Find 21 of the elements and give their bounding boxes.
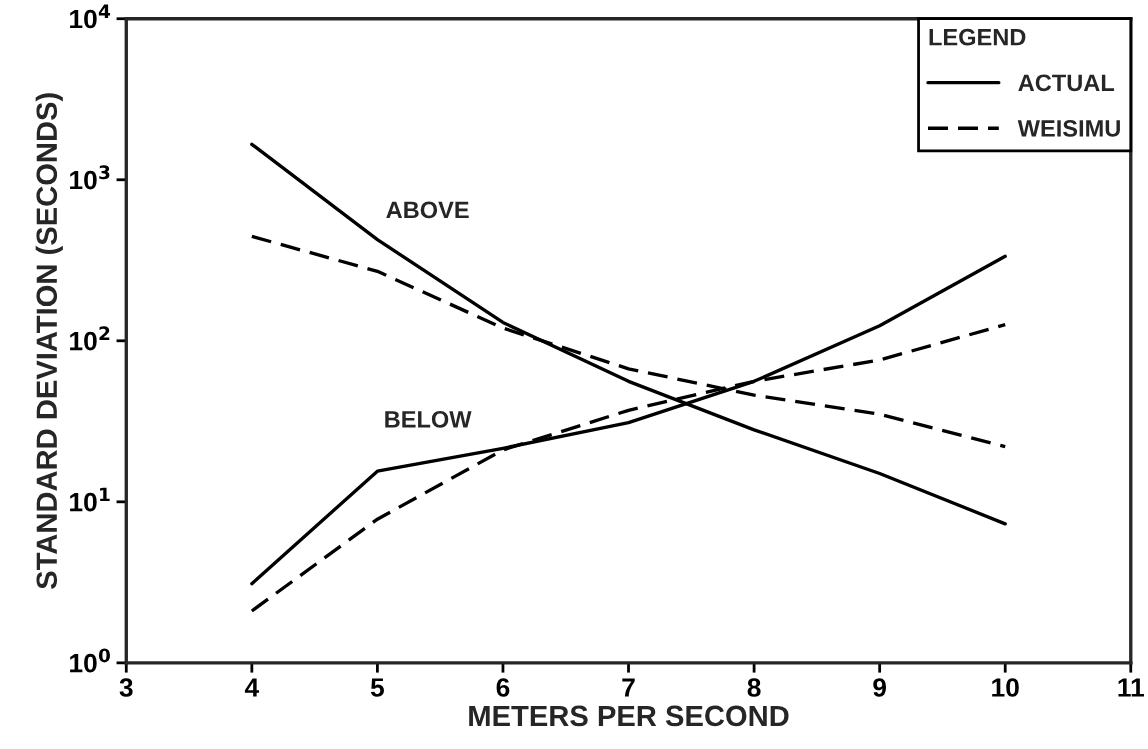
x-tick-label: 3 <box>119 678 133 697</box>
annotation: BELOW <box>385 410 472 428</box>
y-tick-label: 10$^{0}$ <box>70 648 110 673</box>
x-tick-label: 9 <box>873 678 887 697</box>
x-tick-label: 6 <box>496 678 510 697</box>
x-tick-label: 11 <box>1118 678 1144 697</box>
x-tick-label: 7 <box>622 678 635 697</box>
legend-label: WEISIMU <box>1017 120 1120 137</box>
y-tick-label: 10$^{2}$ <box>70 326 110 351</box>
x-tick-label: 5 <box>370 678 385 697</box>
y-axis-title: STANDARD DEVIATION (SECONDS) <box>35 93 63 589</box>
x-tick-label: 10 <box>992 678 1019 697</box>
legend-title: LEGEND <box>929 28 1026 46</box>
y-tick-label: 10$^{3}$ <box>70 165 110 190</box>
x-tick-label: 4 <box>244 678 260 697</box>
x-tick-label: 8 <box>747 678 761 697</box>
y-tick-label: 10$^{1}$ <box>70 487 110 512</box>
legend-label: ACTUAL <box>1018 74 1115 92</box>
y-tick-label: 10$^{4}$ <box>70 4 111 29</box>
annotation: ABOVE <box>386 201 469 219</box>
x-axis-title: METERS PER SECOND <box>469 705 789 727</box>
